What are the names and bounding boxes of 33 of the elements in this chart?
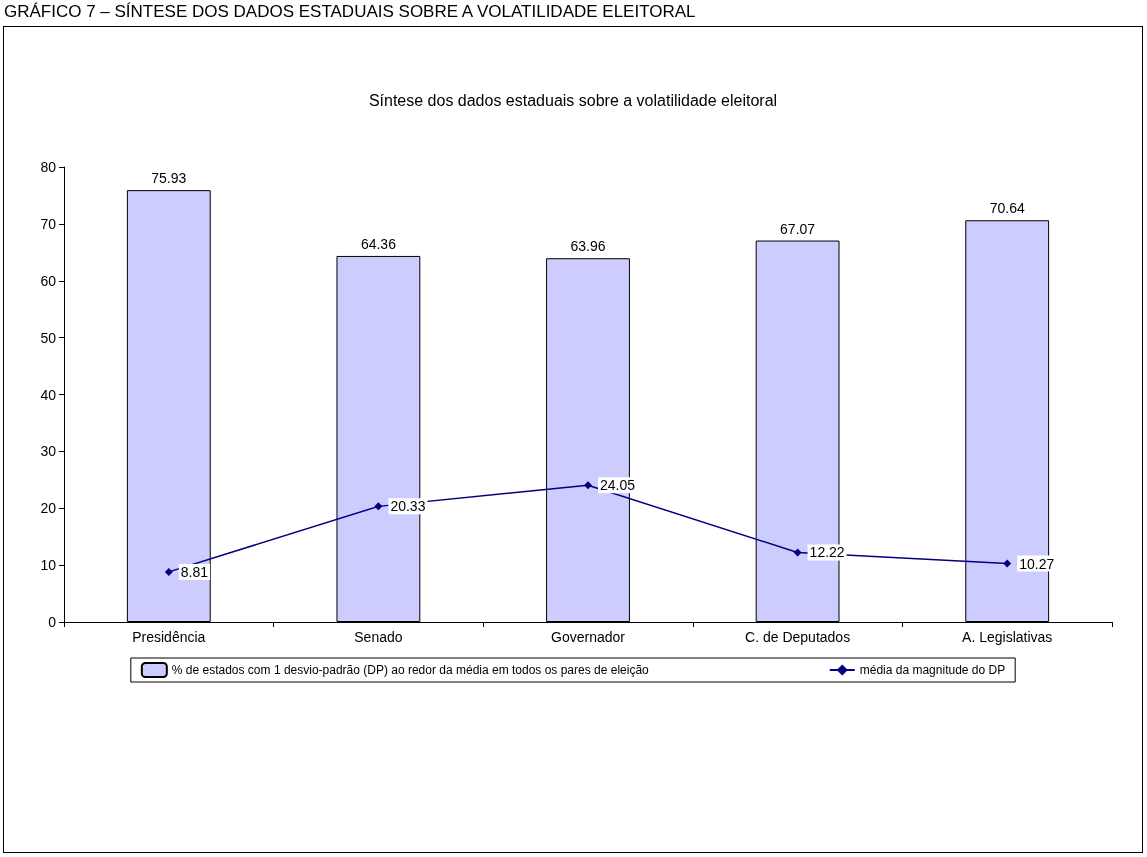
- chart-subtitle: Síntese dos dados estaduais sobre a volatilidade eleitoral: [368, 91, 778, 109]
- data-label: 12.22: [809, 544, 845, 561]
- point: [793, 548, 802, 557]
- legend-label: % de estados com 1 desvio-padrão (DP) ao redor da média em todos os pares de eleição: [171, 663, 650, 677]
- chart-title: GRÁFICO 7 – SÍNTESE DOS DADOS ESTADUAIS SOBRE A VOLATILIDADE ELEITORAL: [3, 1, 697, 23]
- data-label: 8.81: [180, 563, 209, 580]
- y-tick-label: 20: [40, 500, 57, 517]
- data-label: 70.64: [989, 200, 1025, 217]
- point: [584, 481, 592, 490]
- data-label: 63.96: [570, 238, 606, 255]
- y-tick-label: 10: [40, 557, 57, 574]
- x-tick-label: C. de Deputados: [745, 629, 851, 645]
- data-label: 10.27: [1019, 555, 1055, 572]
- y-tick-label: 30: [40, 443, 57, 460]
- x-tick-label: A. Legislativas: [962, 629, 1053, 645]
- y-tick-label: 70: [40, 215, 57, 232]
- x-tick-label: Senado: [354, 629, 403, 645]
- y-tick-label: 60: [40, 272, 57, 289]
- x-tick-label: Governador: [551, 629, 626, 645]
- data-label: 20.33: [390, 498, 426, 515]
- x-tick-label: Presidência: [132, 629, 206, 645]
- point: [1003, 559, 1012, 568]
- y-tick-label: 0: [48, 614, 57, 630]
- data-label: 75.93: [151, 170, 187, 187]
- data-label: 64.36: [360, 235, 397, 252]
- data-label: 24.05: [600, 477, 636, 494]
- point: [374, 502, 383, 511]
- data-label: 67.07: [780, 220, 816, 237]
- point: [164, 567, 173, 576]
- legend-label: média da magnitude do DP: [859, 663, 1006, 677]
- y-tick-label: 40: [40, 386, 57, 403]
- y-tick-label: 80: [40, 159, 57, 175]
- y-tick-label: 50: [40, 329, 57, 346]
